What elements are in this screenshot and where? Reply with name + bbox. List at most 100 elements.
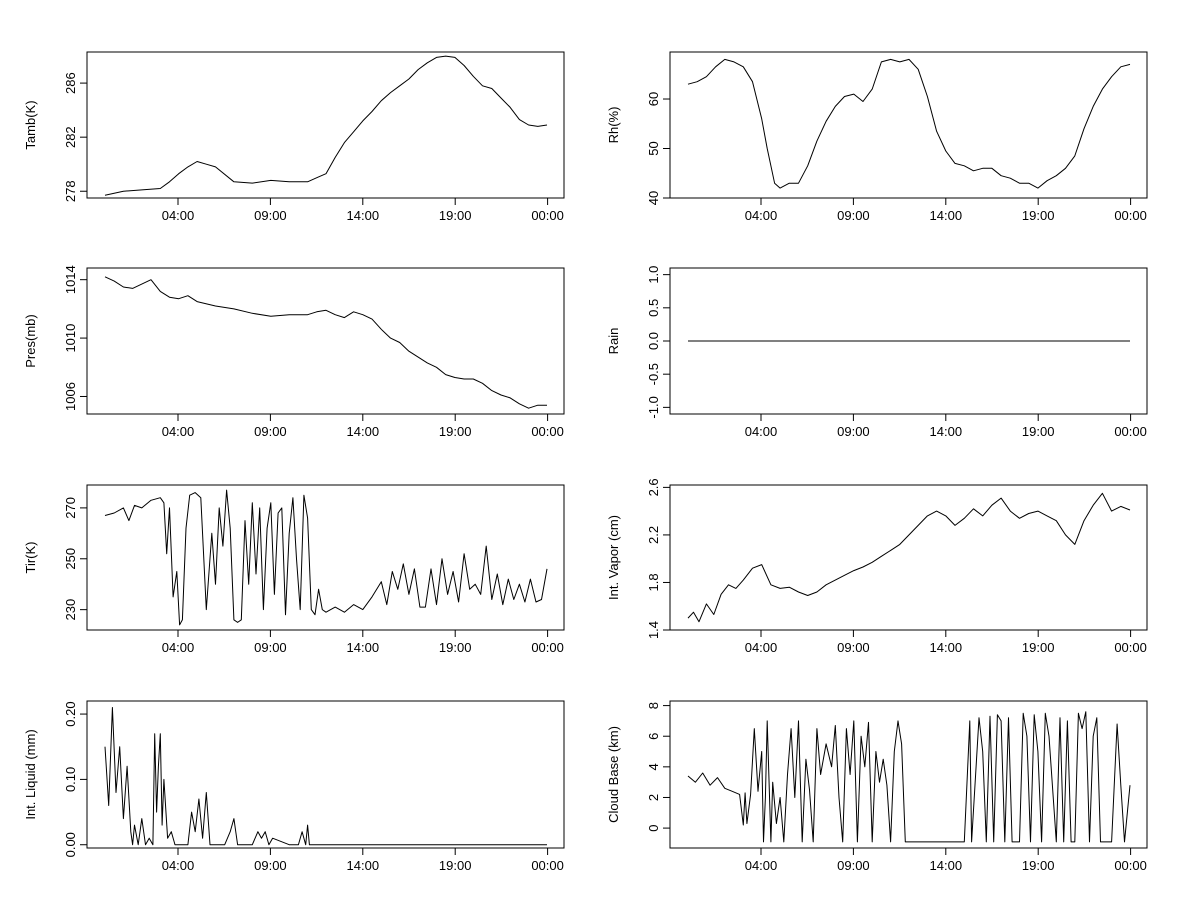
x-tick-label: 09:00 [254,424,287,439]
plot-frame [86,267,565,415]
y-tick-label: 278 [63,180,78,202]
panel-cloudbase: 04:00 09:00 14:00 19:00 00:00 0 2 4 6 8 Cloud Base… [606,700,1148,873]
y-tick-label: 1.8 [646,573,661,591]
x-tick-label: 19:00 [1022,208,1055,223]
plot-frame [669,484,1148,631]
y-axis-label: Tamb(K) [23,100,38,149]
panel-vapor: 04:00 09:00 14:00 19:00 00:00 1.4 1.8 2.2 2.6 Int… [606,478,1148,655]
x-tick-label: 00:00 [531,858,564,873]
panel-pres: 04:00 09:00 14:00 19:00 00:00 1006 1010 1014 Pre… [23,265,565,439]
x-tick-label: 00:00 [1114,858,1147,873]
y-tick-label: 2.6 [646,478,661,496]
series-line-pres [104,276,547,409]
y-axis-label: Int. Liquid (mm) [23,729,38,819]
x-tick-label: 14:00 [930,424,963,439]
x-tick-label: 19:00 [1022,640,1055,655]
y-tick-label: 0.10 [63,767,78,792]
series-line-tir [104,489,548,626]
y-tick-label: 60 [646,92,661,106]
y-tick-label: 40 [646,191,661,205]
y-tick-label: -0.5 [646,363,661,385]
y-tick-label: 8 [646,702,661,709]
x-tick-label: 04:00 [162,640,195,655]
panel-rh: 04:00 09:00 14:00 19:00 00:00 40 50 60 Rh(%) [606,51,1148,223]
x-tick-label: 04:00 [745,424,778,439]
y-tick-label: 0.5 [646,299,661,317]
y-axis-label: Tir(K) [23,541,38,573]
x-tick-label: 04:00 [162,858,195,873]
y-tick-label: 1.4 [646,621,661,639]
y-tick-label: 282 [63,126,78,148]
y-axis-label: Int. Vapor (cm) [606,515,621,600]
y-axis-label: Pres(mb) [23,314,38,367]
x-tick-label: 09:00 [837,424,870,439]
x-tick-label: 19:00 [439,640,472,655]
plot-frame [86,484,565,631]
panel-rain: 04:00 09:00 14:00 19:00 00:00 -1.0 -0.5 0.0 0.5 1… [606,266,1148,439]
x-tick-label: 04:00 [745,640,778,655]
series-line-rh [687,58,1131,189]
x-tick-label: 09:00 [837,858,870,873]
x-tick-label: 00:00 [531,208,564,223]
x-tick-label: 19:00 [439,208,472,223]
panel-tir: 04:00 09:00 14:00 19:00 00:00 230 250 270 Tir(K) [23,484,565,655]
x-tick-label: 14:00 [930,858,963,873]
y-tick-label: 0.20 [63,701,78,726]
x-tick-label: 14:00 [930,208,963,223]
x-tick-label: 09:00 [254,640,287,655]
x-tick-label: 19:00 [1022,424,1055,439]
y-tick-label: 1014 [63,265,78,294]
x-tick-label: 09:00 [254,858,287,873]
y-tick-label: 286 [63,72,78,94]
series-line-vapor [687,492,1131,623]
x-tick-label: 09:00 [837,640,870,655]
series-line-liquid [104,707,547,846]
y-axis-label: Rh(%) [606,107,621,144]
y-tick-label: 1010 [63,324,78,353]
y-axis-label: Cloud Base (km) [606,726,621,823]
x-tick-label: 04:00 [745,208,778,223]
y-tick-label: 1.0 [646,266,661,284]
y-tick-label: 270 [63,497,78,519]
y-axis-label: Rain [606,328,621,355]
x-tick-label: 00:00 [531,640,564,655]
y-tick-label: 50 [646,141,661,155]
y-tick-label: 230 [63,599,78,621]
y-tick-label: 2.2 [646,526,661,544]
x-tick-label: 14:00 [347,640,380,655]
x-tick-label: 04:00 [162,424,195,439]
x-tick-label: 14:00 [347,858,380,873]
x-tick-label: 19:00 [439,858,472,873]
x-tick-label: 00:00 [531,424,564,439]
y-tick-label: 4 [646,763,661,770]
y-tick-label: 0.00 [63,832,78,857]
y-tick-label: 250 [63,548,78,570]
x-tick-label: 04:00 [162,208,195,223]
plot-frame [669,51,1148,199]
panel-liquid: 04:00 09:00 14:00 19:00 00:00 0.00 0.10 0.20 Int… [23,700,565,873]
x-tick-label: 09:00 [837,208,870,223]
y-tick-label: 2 [646,794,661,801]
series-line-cloudbase [687,711,1131,843]
plot-frame [86,51,565,199]
x-tick-label: 14:00 [347,424,380,439]
x-tick-label: 19:00 [439,424,472,439]
y-tick-label: -1.0 [646,396,661,418]
y-tick-label: 0.0 [646,332,661,350]
plot-frame [669,700,1148,849]
y-tick-label: 6 [646,733,661,740]
series-line-tamb [104,55,548,196]
plot-frame [86,700,565,849]
y-tick-label: 1006 [63,382,78,411]
x-tick-label: 00:00 [1114,640,1147,655]
panel-tamb: 04:00 09:00 14:00 19:00 00:00 278 282 286 Tamb(K… [23,51,565,223]
x-tick-label: 19:00 [1022,858,1055,873]
x-tick-label: 04:00 [745,858,778,873]
x-tick-label: 00:00 [1114,424,1147,439]
x-tick-label: 09:00 [254,208,287,223]
y-tick-label: 0 [646,824,661,831]
x-tick-label: 14:00 [347,208,380,223]
x-tick-label: 00:00 [1114,208,1147,223]
x-tick-label: 14:00 [930,640,963,655]
